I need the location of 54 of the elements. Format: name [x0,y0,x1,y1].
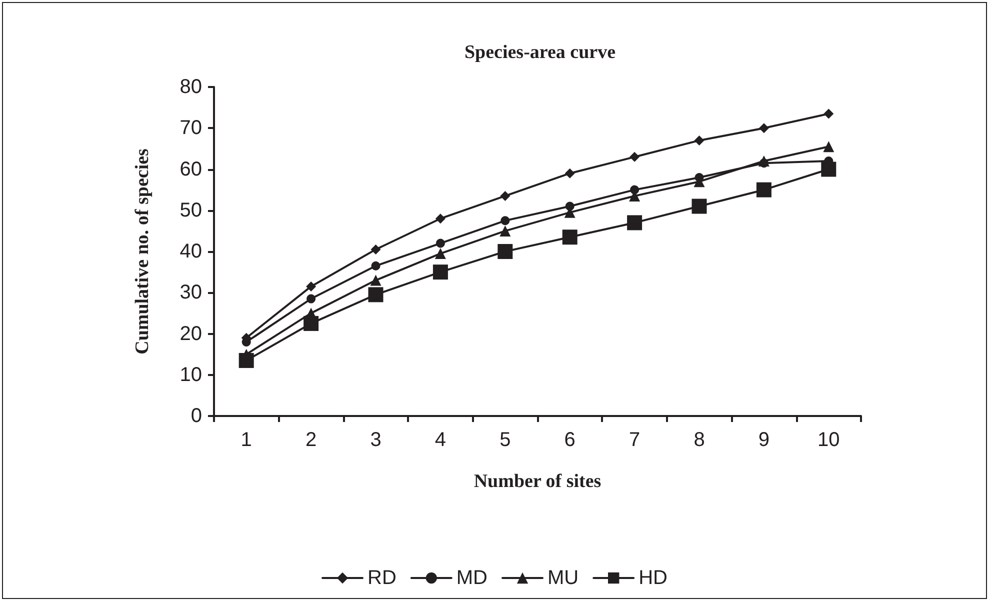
point [500,225,511,236]
x-tick-label: 6 [564,429,576,451]
point [692,198,707,214]
point [434,248,446,260]
point [435,214,446,224]
y-tick-label: 40 [180,240,202,262]
y-axis-title: Cumulative no. of species [132,148,153,354]
point [500,216,510,226]
x-tick-label: 4 [434,429,446,451]
y-tick-label: 50 [180,199,202,222]
point [500,190,510,201]
x-tick-label: 5 [500,429,511,451]
point [756,182,772,198]
legend-label: RD [368,567,396,589]
point [564,168,575,178]
point [436,238,445,248]
x-tick-label: 8 [694,429,705,451]
point [368,287,384,302]
y-tick-label: 70 [180,117,202,140]
point [630,152,640,162]
y-tick-label: 0 [190,405,202,427]
y-tick-label: 10 [180,364,202,386]
y-tick-label: 20 [180,322,202,345]
y-tick-label: 60 [180,158,202,180]
x-tick-label: 2 [305,429,317,451]
x-tick-label: 7 [628,429,640,451]
point [758,156,770,167]
x-axis-title: Number of sites [474,471,602,492]
chart-title: Species-area curve [464,42,616,63]
point [627,215,642,230]
point [498,244,513,259]
point [306,294,316,304]
x-tick-label: 10 [818,429,840,451]
point [824,108,834,119]
point [371,261,380,270]
point [370,244,381,254]
point [306,281,316,292]
point [304,316,319,331]
legend-label: MU [548,567,579,589]
y-tick-label: 30 [180,282,202,304]
point [821,162,836,177]
point [238,352,254,368]
point [694,135,704,146]
x-tick-label: 1 [240,429,252,451]
x-tick-label: 9 [758,429,770,451]
legend-label: HD [638,567,668,589]
y-tick-label: 80 [180,76,202,98]
point [758,123,769,134]
point [562,230,578,245]
legend-label: MD [456,567,488,589]
point [432,264,448,280]
x-tick-label: 3 [370,429,382,451]
point [823,141,834,152]
point [370,274,382,286]
